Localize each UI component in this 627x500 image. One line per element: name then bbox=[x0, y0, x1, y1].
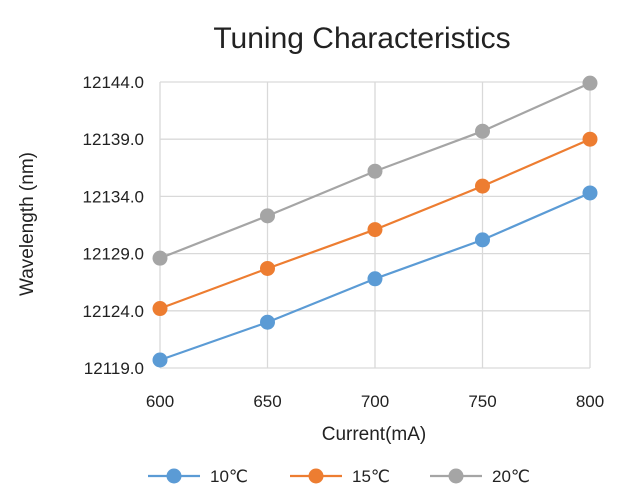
series-group bbox=[152, 75, 598, 368]
data-point bbox=[582, 185, 598, 201]
x-axis-ticks: 600 650 700 750 800 bbox=[146, 392, 604, 411]
data-point bbox=[367, 163, 383, 179]
y-tick-label: 12134.0 bbox=[83, 187, 144, 206]
data-point bbox=[475, 178, 490, 194]
legend-label: 10℃ bbox=[210, 467, 248, 486]
y-tick-label: 12129.0 bbox=[83, 245, 144, 264]
x-tick-label: 650 bbox=[253, 392, 281, 411]
data-point bbox=[152, 250, 168, 266]
x-tick-label: 600 bbox=[146, 392, 174, 411]
y-axis-ticks: 12119.0 12124.0 12129.0 12134.0 12139.0 12144… bbox=[83, 73, 144, 378]
data-point bbox=[260, 260, 275, 276]
legend-marker bbox=[308, 468, 324, 484]
data-point bbox=[367, 222, 383, 238]
x-tick-label: 750 bbox=[468, 392, 496, 411]
legend: 10℃ 15℃ 20℃ bbox=[148, 467, 530, 486]
data-point bbox=[152, 352, 168, 368]
series-1 bbox=[152, 131, 598, 317]
legend-marker bbox=[166, 468, 182, 484]
x-axis-label: Current(mA) bbox=[322, 424, 427, 445]
data-point bbox=[475, 232, 490, 248]
legend-marker bbox=[448, 468, 464, 484]
y-axis-label: Wavelength (nm) bbox=[17, 152, 38, 296]
legend-item: 15℃ bbox=[290, 467, 390, 486]
data-point bbox=[260, 314, 275, 330]
data-point bbox=[582, 131, 598, 147]
x-tick-label: 700 bbox=[361, 392, 389, 411]
legend-label: 15℃ bbox=[352, 467, 390, 486]
legend-item: 10℃ bbox=[148, 467, 248, 486]
data-point bbox=[367, 271, 383, 287]
data-point bbox=[260, 208, 275, 224]
series-0 bbox=[152, 185, 598, 368]
data-point bbox=[475, 123, 490, 139]
y-tick-label: 12119.0 bbox=[84, 359, 144, 378]
legend-label: 20℃ bbox=[492, 467, 530, 486]
y-tick-label: 12124.0 bbox=[83, 302, 144, 321]
legend-item: 20℃ bbox=[430, 467, 530, 486]
y-tick-label: 12144.0 bbox=[83, 73, 144, 92]
series-2 bbox=[152, 75, 598, 266]
y-tick-label: 12139.0 bbox=[83, 130, 144, 149]
chart-title: Tuning Characteristics bbox=[213, 22, 510, 55]
data-point bbox=[152, 301, 168, 317]
x-tick-label: 800 bbox=[576, 392, 604, 411]
data-point bbox=[582, 75, 598, 91]
